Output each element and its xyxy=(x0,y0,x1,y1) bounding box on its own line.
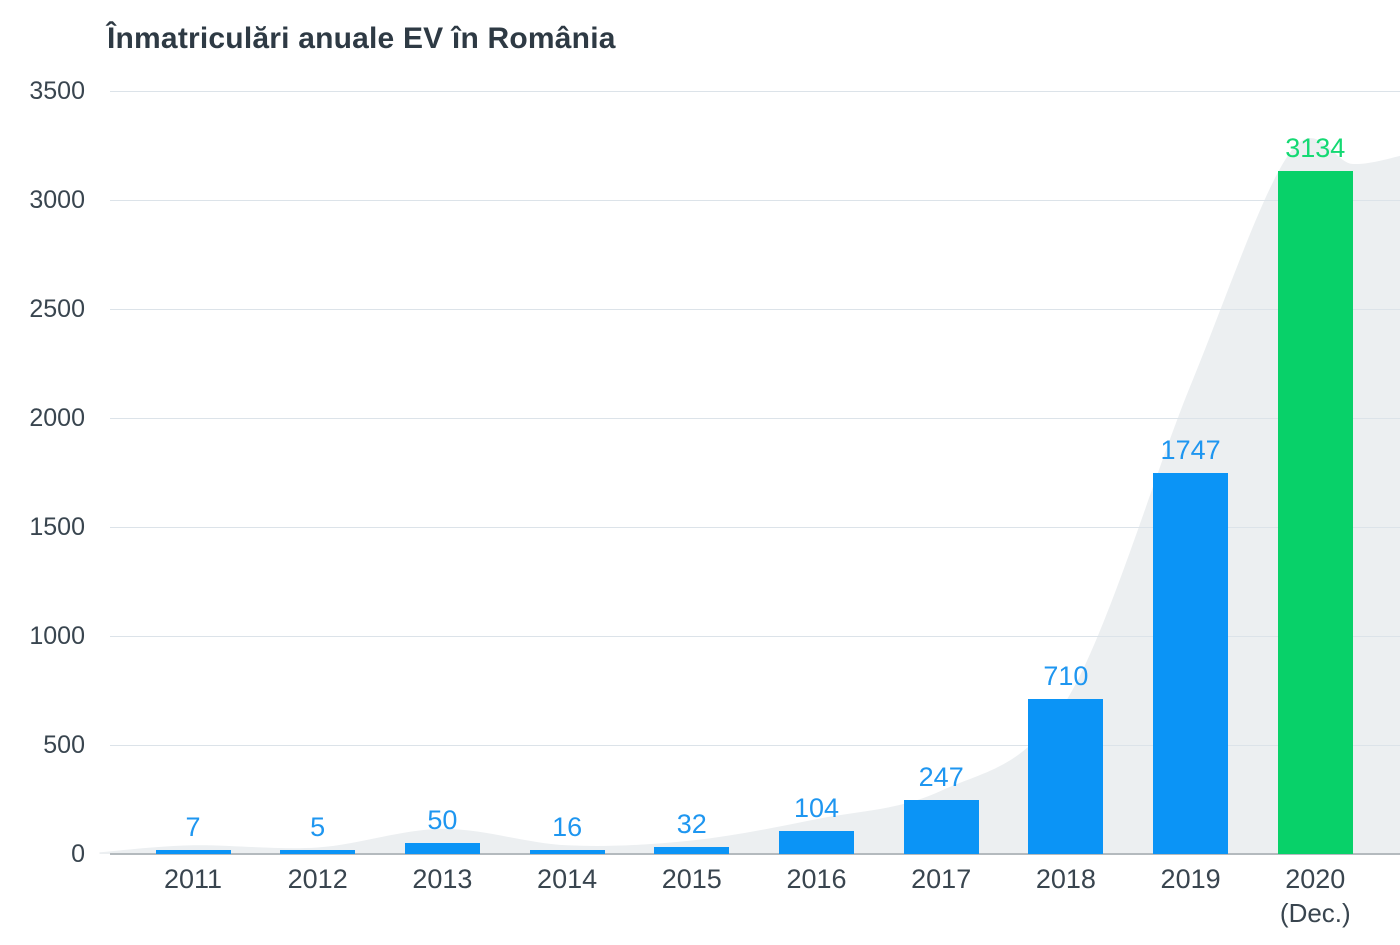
gridline-3500 xyxy=(110,91,1400,92)
bar-value-label-2019: 1747 xyxy=(1160,435,1221,465)
gridline-1000 xyxy=(110,636,1400,637)
bar-value-label-2017: 247 xyxy=(918,762,964,792)
x-axis-tick-label-2013: 2013 xyxy=(412,864,473,894)
bar-value-label-2012: 5 xyxy=(310,812,326,842)
trend-area-shape xyxy=(99,138,1400,854)
x-axis-tick-label-2014: 2014 xyxy=(537,864,598,894)
x-axis-tick-label-2020: 2020 (Dec.) xyxy=(1230,862,1400,930)
y-axis-tick-label-2500: 2500 xyxy=(29,295,85,323)
x-axis-tick-note-2020: (Dec.) xyxy=(1279,898,1351,928)
bar-2016 xyxy=(779,831,854,854)
bar-2017 xyxy=(903,800,979,854)
bar-2019 xyxy=(1153,473,1229,854)
y-axis-tick-label-500: 500 xyxy=(43,731,85,759)
bar-value-label-2018: 710 xyxy=(1043,661,1089,691)
y-axis-tick-label-1500: 1500 xyxy=(29,513,85,541)
y-axis-tick-label-2000: 2000 xyxy=(29,404,85,432)
chart-title: Înmatriculări anuale EV în România xyxy=(107,22,616,55)
bar-2014 xyxy=(529,850,605,854)
bar-2018 xyxy=(1028,699,1104,854)
bar-value-label-2015: 32 xyxy=(676,809,707,839)
gridline-500 xyxy=(110,745,1400,746)
gridline-1500 xyxy=(110,527,1400,528)
y-axis-tick-label-1000: 1000 xyxy=(29,622,85,650)
bar-2012 xyxy=(280,850,356,854)
x-axis-tick-label-2018: 2018 xyxy=(1035,864,1096,894)
y-axis-tick-label-3000: 3000 xyxy=(29,186,85,214)
gridline-2500 xyxy=(110,309,1400,310)
bar-value-label-2020: 3134 xyxy=(1285,133,1346,163)
gridline-2000 xyxy=(110,418,1400,419)
x-axis-tick-label-2017: 2017 xyxy=(911,864,972,894)
bar-value-label-2013: 50 xyxy=(427,805,458,835)
bar-2013 xyxy=(404,843,480,854)
x-axis-tick-label-2012: 2012 xyxy=(287,864,348,894)
x-axis-tick-label-2011: 2011 xyxy=(163,864,223,894)
gridline-3000 xyxy=(110,200,1400,201)
x-axis-tick-label-2019: 2019 xyxy=(1160,864,1221,894)
bar-2020 xyxy=(1277,171,1353,854)
bar-value-label-2011: 7 xyxy=(185,812,201,842)
bar-2015 xyxy=(654,847,730,854)
x-axis-tick-label-2015: 2015 xyxy=(661,864,722,894)
bar-value-label-2016: 104 xyxy=(793,793,840,823)
bar-value-label-2014: 16 xyxy=(552,812,583,842)
x-axis-tick-label-2016: 2016 xyxy=(786,864,847,894)
bar-2011 xyxy=(155,850,231,854)
y-axis-tick-label-0: 0 xyxy=(71,840,85,868)
x-axis-baseline xyxy=(110,853,1400,855)
y-axis-tick-label-3500: 3500 xyxy=(29,77,85,105)
